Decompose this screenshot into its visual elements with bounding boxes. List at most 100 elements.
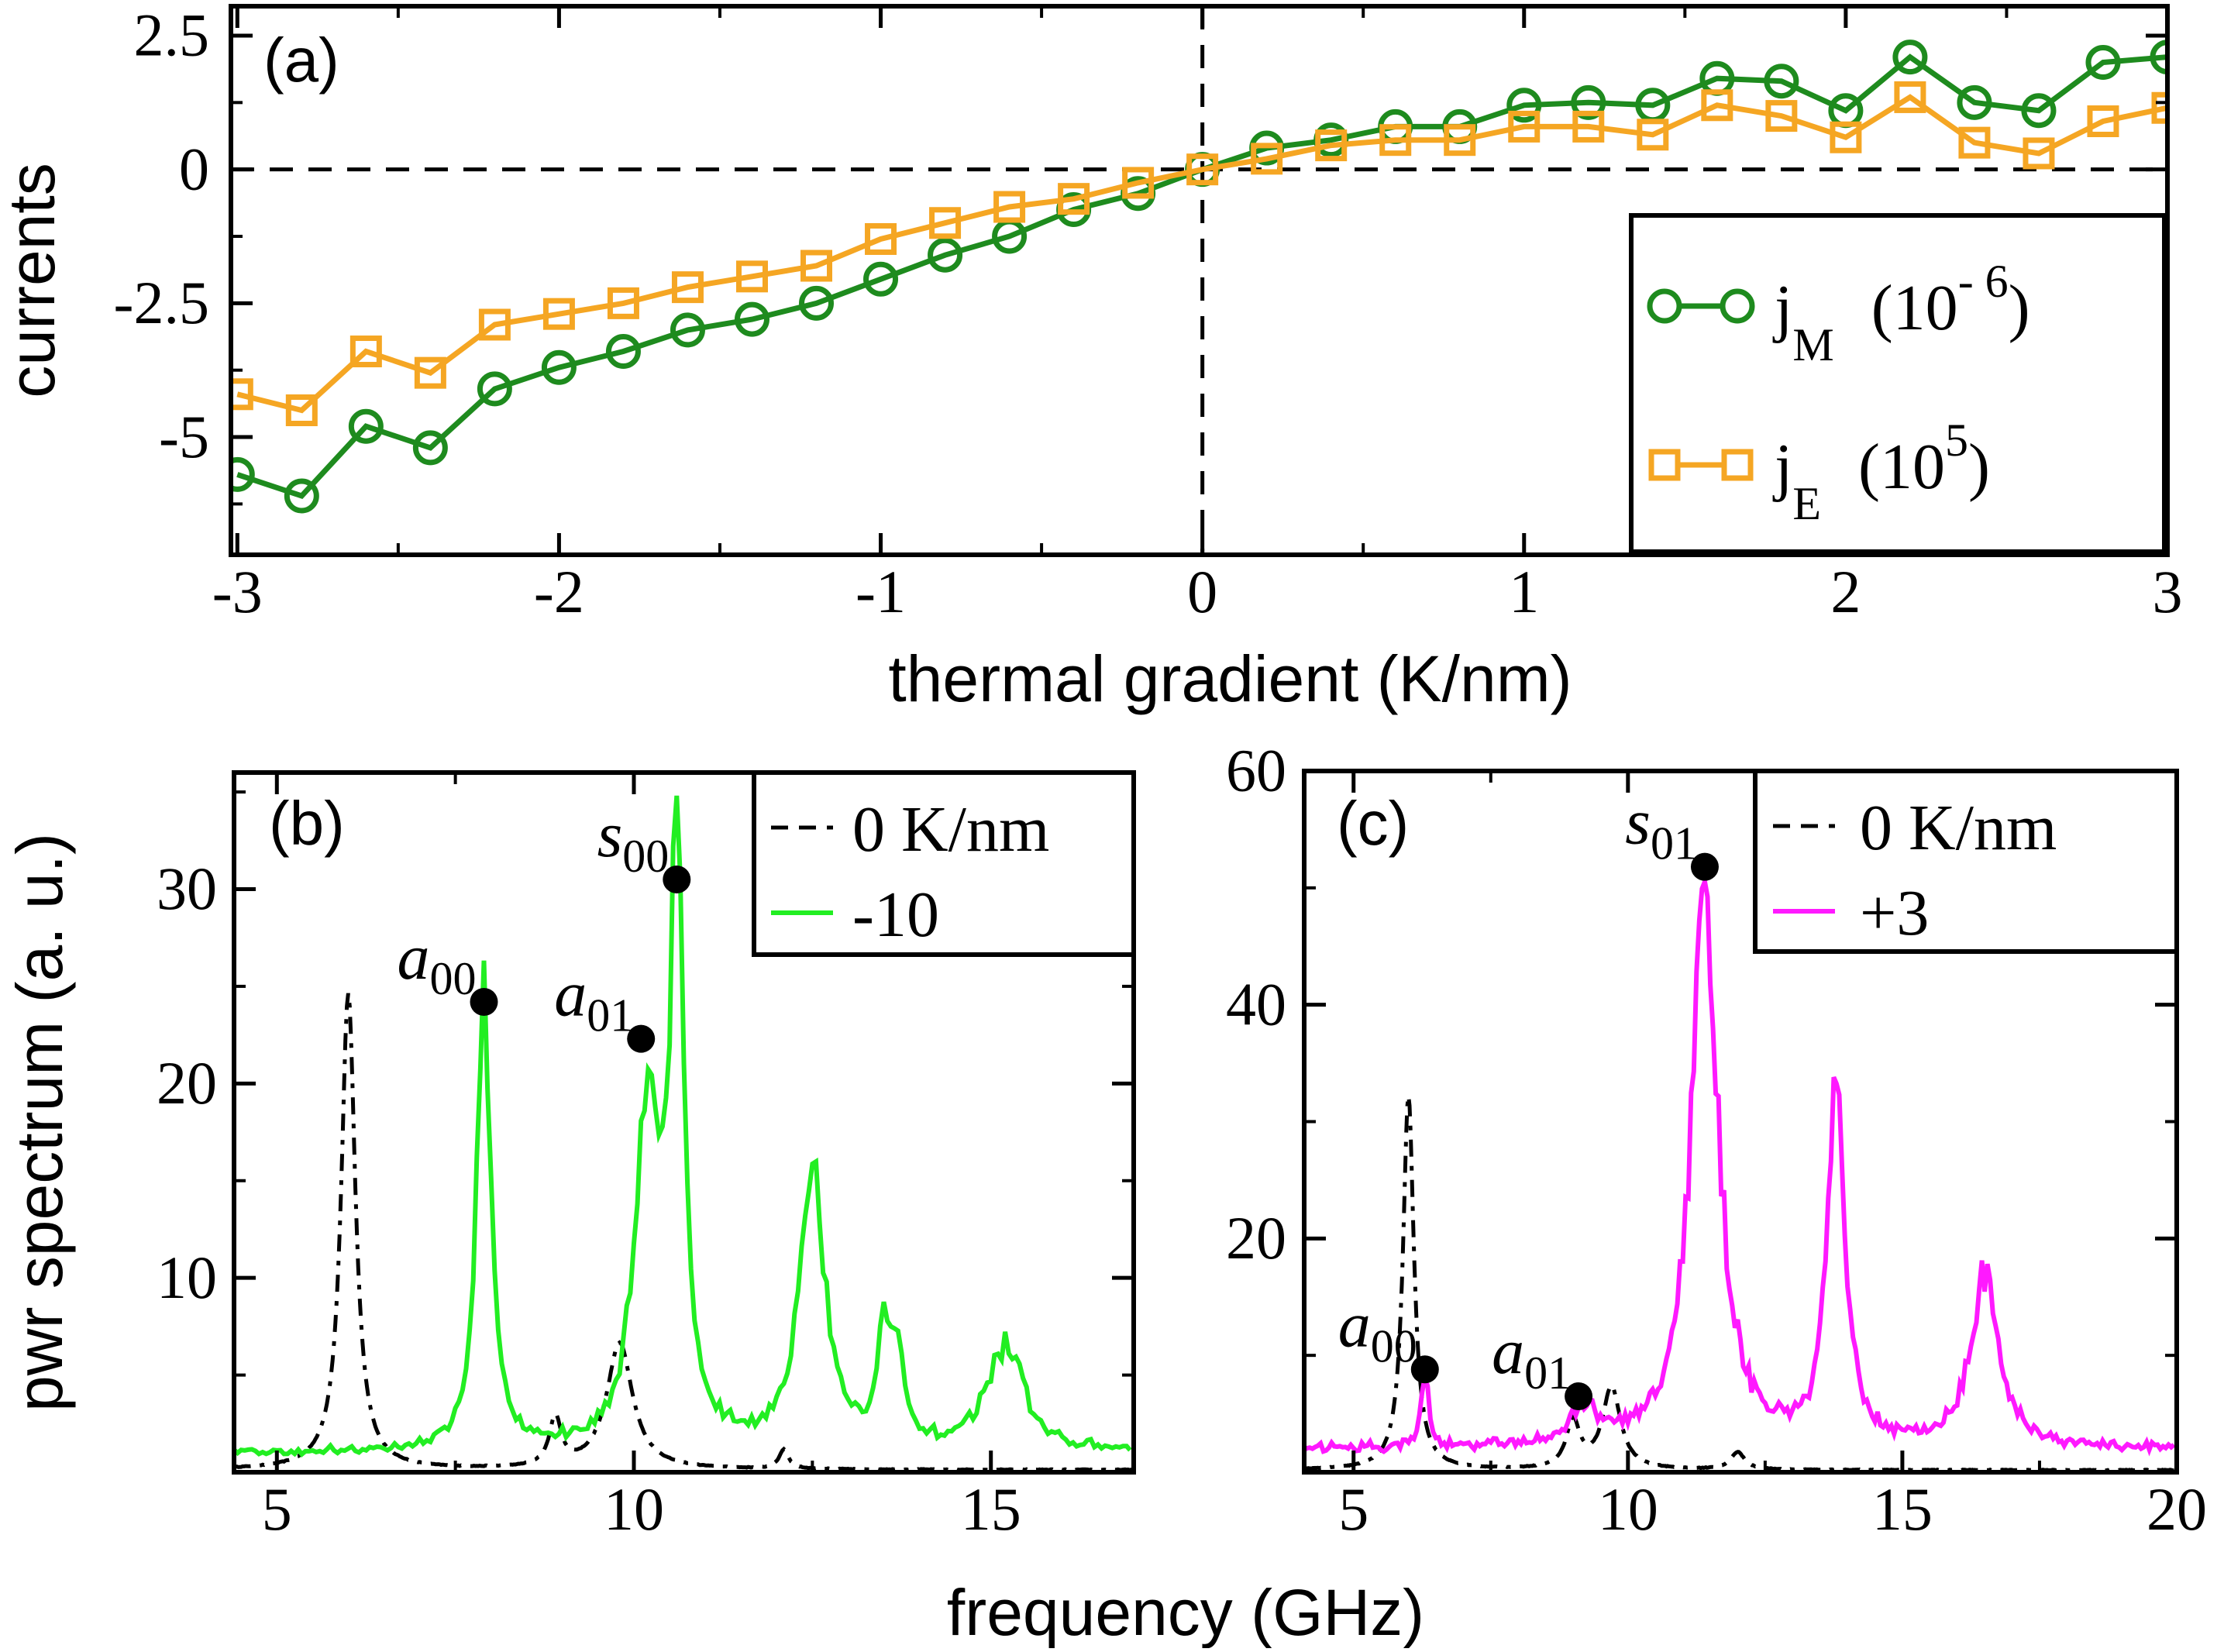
- data-point-circle: [863, 261, 899, 297]
- legend-label: +3: [1860, 877, 1929, 949]
- peak-marker: [1565, 1382, 1593, 1410]
- plot-area: [1304, 872, 2177, 1472]
- data-point-square: [285, 394, 318, 427]
- peak-label-subscript: 01: [1651, 818, 1697, 869]
- peak-label-main: a: [1492, 1316, 1524, 1388]
- x-tick-label: 5: [262, 1475, 292, 1543]
- peak-marker: [663, 865, 691, 893]
- y-tick-label: 30: [157, 855, 217, 922]
- plot-frame: [232, 770, 1136, 1475]
- data-point-square: [800, 250, 833, 282]
- data-point-circle: [541, 349, 577, 385]
- peak-label-main: s: [597, 799, 623, 871]
- data-point-circle: [348, 408, 384, 444]
- data-point-square: [1894, 81, 1926, 113]
- peak-marker: [1690, 852, 1719, 881]
- plot-area: [234, 795, 1134, 1472]
- y-tick-label: -5: [159, 403, 209, 470]
- plot-frame: [229, 4, 2170, 557]
- peak-label-main: a: [1338, 1289, 1371, 1361]
- legend-label-exponent: - 6: [1958, 256, 2009, 307]
- data-point-circle: [2085, 45, 2121, 81]
- peak-label-main: a: [554, 959, 587, 1031]
- x-axis-label: thermal gradient (K/nm): [888, 642, 1572, 715]
- data-point-square: [1765, 100, 1798, 133]
- data-point-circle: [231, 456, 255, 492]
- peak-label-subscript: 00: [1371, 1320, 1417, 1372]
- y-tick-label: 40: [1226, 970, 1286, 1038]
- peak-label: a00: [1338, 1289, 1417, 1372]
- legend-marker-circle: [1720, 288, 1755, 324]
- data-point-square: [2151, 91, 2167, 124]
- panel-label: (a): [263, 26, 339, 95]
- legend-box: [1753, 769, 2179, 954]
- peak-label: s01: [1625, 786, 1697, 869]
- y-tick-label: -2.5: [114, 269, 209, 336]
- data-point-circle: [1699, 60, 1735, 96]
- legend-label: 0 K/nm: [852, 793, 1049, 866]
- peak-marker: [470, 987, 498, 1016]
- peak-label-subscript: 01: [1524, 1347, 1571, 1399]
- series-line-baseline: [1304, 1096, 2177, 1472]
- data-point-square: [1572, 110, 1605, 143]
- legend-marker-circle: [1647, 288, 1682, 324]
- data-point-square: [671, 271, 704, 304]
- x-tick-label: 3: [2153, 558, 2183, 625]
- legend-label-subscript: E: [1792, 478, 1821, 529]
- data-point-circle: [605, 334, 641, 370]
- data-point-circle: [1635, 88, 1671, 123]
- x-tick-label: -2: [534, 558, 584, 625]
- legend-label-scale: (10: [1858, 431, 1945, 503]
- data-point-square: [929, 207, 962, 239]
- peak-label-subscript: 01: [587, 990, 633, 1041]
- legend-box: [752, 770, 1136, 957]
- legend-label-close: ): [2009, 272, 2030, 344]
- legend-label-close: ): [1968, 431, 1990, 503]
- x-tick-label: 15: [1872, 1475, 1933, 1543]
- data-point-square: [231, 378, 253, 411]
- legend-label-main: j: [1772, 431, 1792, 503]
- series-line-main: [234, 795, 1132, 1458]
- panel-label: (c): [1337, 789, 1409, 858]
- data-point-square: [1958, 126, 1991, 159]
- legend-label-main: j: [1772, 272, 1792, 344]
- data-point-square: [1186, 153, 1219, 186]
- x-tick-label: 2: [1830, 558, 1861, 625]
- x-tick-label: 0: [1187, 558, 1217, 625]
- shared-x-axis-label: frequency (GHz): [947, 1576, 1424, 1648]
- data-point-square: [865, 222, 897, 255]
- data-point-circle: [284, 478, 319, 514]
- peak-marker: [1410, 1355, 1439, 1384]
- x-tick-label: -3: [212, 558, 263, 625]
- data-point-square: [1122, 167, 1155, 199]
- data-point-square: [1058, 183, 1090, 215]
- x-tick-label: 15: [961, 1475, 1021, 1543]
- peak-label-subscript: 00: [430, 953, 477, 1004]
- data-point-square: [1379, 124, 1412, 157]
- data-point-circle: [2021, 93, 2057, 129]
- x-tick-label: 20: [2147, 1475, 2207, 1543]
- peak-label-main: a: [398, 921, 430, 993]
- y-tick-label: 10: [157, 1244, 217, 1311]
- legend-label: jE (105): [1772, 415, 1990, 529]
- y-tick-label: 20: [157, 1049, 217, 1117]
- data-point-circle: [2150, 40, 2167, 75]
- legend-label-scale: (10: [1871, 272, 1958, 344]
- data-point-square: [478, 308, 511, 341]
- data-point-circle: [477, 371, 512, 407]
- data-point-circle: [1571, 84, 1606, 120]
- peak-label-subscript: 00: [622, 831, 669, 882]
- data-point-square: [2023, 137, 2055, 170]
- plot-area: [231, 40, 2167, 514]
- data-point-square: [349, 336, 382, 368]
- y-tick-label: 60: [1226, 737, 1286, 804]
- y-axis-label: pwr spectrum (a. u.): [3, 833, 76, 1412]
- legend-label-exponent: 5: [1945, 415, 1968, 466]
- series-line-main: [1304, 872, 2176, 1457]
- legend-marker-square: [1648, 449, 1681, 481]
- data-point-circle: [1764, 64, 1799, 99]
